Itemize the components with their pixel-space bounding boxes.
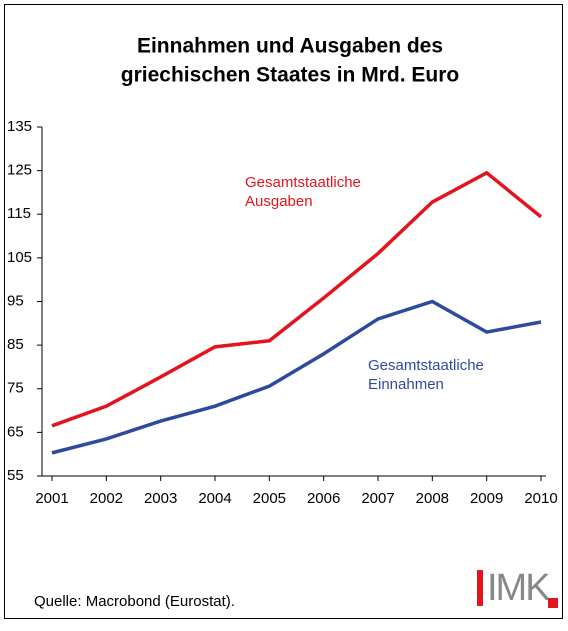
logo-dot xyxy=(548,598,558,608)
y-tick-label: 105 xyxy=(7,249,32,266)
y-tick-label: 75 xyxy=(7,380,24,397)
x-tick-label: 2001 xyxy=(35,490,68,507)
x-tick-label: 2003 xyxy=(144,490,177,507)
source: Quelle: Macrobond (Eurostat). xyxy=(34,593,235,610)
y-tick-label: 95 xyxy=(7,292,24,309)
logo-bar xyxy=(477,570,483,606)
logo: IMK xyxy=(487,567,550,609)
x-tick-label: 2006 xyxy=(307,490,340,507)
y-tick-label: 125 xyxy=(7,162,32,179)
x-tick-label: 2005 xyxy=(253,490,286,507)
x-tick-label: 2007 xyxy=(361,490,394,507)
series-label: Gesamtstaatliche xyxy=(245,174,361,191)
x-tick-label: 2010 xyxy=(524,490,557,507)
x-tick-label: 2002 xyxy=(90,490,123,507)
series-label: Einnahmen xyxy=(368,376,444,393)
x-tick-label: 2009 xyxy=(470,490,503,507)
y-tick-label: 55 xyxy=(7,467,24,484)
series-label: Gesamtstaatliche xyxy=(368,357,484,374)
y-tick-label: 65 xyxy=(7,423,24,440)
x-tick-label: 2008 xyxy=(416,490,449,507)
chart-title: griechischen Staates in Mrd. Euro xyxy=(121,64,459,87)
series-line xyxy=(51,170,543,428)
frame xyxy=(4,4,563,619)
series-label: Ausgaben xyxy=(245,193,313,210)
series-line xyxy=(51,299,542,455)
y-tick-label: 85 xyxy=(7,336,24,353)
y-tick-label: 115 xyxy=(7,205,31,222)
x-tick-label: 2004 xyxy=(198,490,231,507)
y-tick-label: 135 xyxy=(7,118,32,135)
chart-title: Einnahmen und Ausgaben des xyxy=(137,35,443,58)
